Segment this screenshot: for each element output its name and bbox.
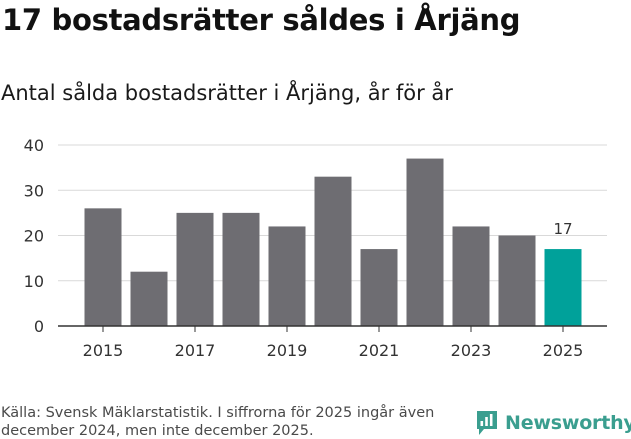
logo-text: Newsworthy — [505, 412, 631, 434]
data-label: 17 — [553, 220, 572, 238]
source-note: Källa: Svensk Mäklarstatistik. I siffror… — [1, 405, 435, 439]
newsworthy-logo-icon — [477, 411, 497, 435]
x-tick-label: 2019 — [267, 341, 308, 360]
bar-2018 — [222, 212, 260, 326]
chart-subtitle: Antal sålda bostadsrätter i Årjäng, år f… — [1, 81, 453, 105]
y-tick-label: 0 — [34, 317, 44, 336]
bar-2016 — [130, 271, 168, 326]
newsworthy-logo: Newsworthy — [475, 408, 631, 438]
x-tick-label: 2025 — [543, 341, 584, 360]
x-tick-label: 2023 — [451, 341, 492, 360]
bar-2017 — [176, 212, 214, 326]
y-tick-label: 10 — [24, 272, 44, 291]
bar-2021 — [360, 249, 398, 326]
bar-2025 — [544, 249, 582, 326]
bar-2015 — [84, 208, 122, 326]
bar-2024 — [498, 235, 536, 326]
y-tick-label: 20 — [24, 227, 44, 246]
bar-2020 — [314, 176, 352, 326]
bar-chart: 0 10 20 30 40 2015 2017 2019 2021 2023 2025 17 — [24, 136, 607, 360]
y-tick-label: 30 — [24, 181, 44, 200]
page-title: 17 bostadsrätter såldes i Årjäng — [2, 3, 521, 37]
y-tick-label: 40 — [24, 136, 44, 155]
bar-2022 — [406, 158, 444, 326]
x-tick-label: 2021 — [359, 341, 400, 360]
x-tick-label: 2015 — [83, 341, 124, 360]
bar-2019 — [268, 226, 306, 326]
bar-2023 — [452, 226, 490, 326]
x-tick-label: 2017 — [175, 341, 216, 360]
